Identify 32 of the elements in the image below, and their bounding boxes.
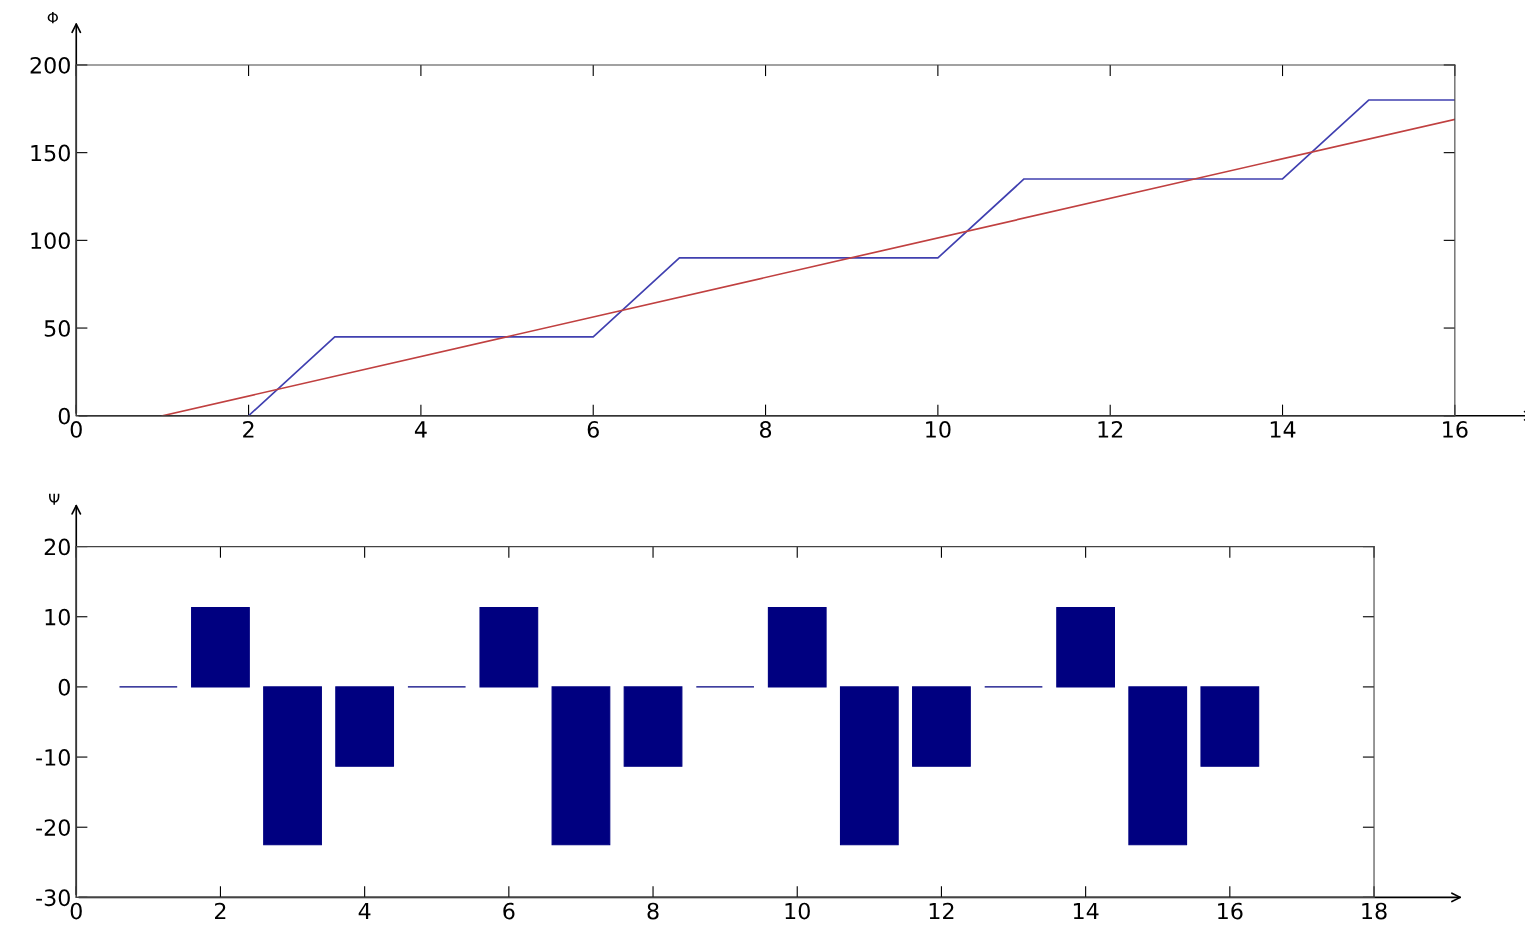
y-tick-label: 100 xyxy=(31,232,70,250)
y-tick-label: 0 xyxy=(58,407,70,425)
x-tick-label: 14 xyxy=(1270,421,1296,438)
y-tick-label: 200 xyxy=(30,56,70,74)
x-tick-label: 12 xyxy=(929,902,954,920)
x-tick-label: 14 xyxy=(1073,902,1099,920)
x-tick-label: 4 xyxy=(358,902,371,920)
y-tick-label: 10 xyxy=(45,608,70,626)
y-tick-label: 0 xyxy=(58,678,70,696)
y-axis-title: Ψ xyxy=(49,493,60,505)
x-tick-label: 6 xyxy=(503,902,515,920)
y-tick-label: -30 xyxy=(36,889,70,907)
x-tick-label: 10 xyxy=(926,421,951,438)
x-tick-label: 10 xyxy=(785,902,810,920)
y-tick-label: -20 xyxy=(36,819,70,836)
y-tick-label: 20 xyxy=(44,538,70,556)
x-tick-label: 16 xyxy=(1443,421,1468,438)
y-tick-label: 50 xyxy=(44,320,70,337)
x-tick-label: 4 xyxy=(414,421,427,438)
x-tick-label: 0 xyxy=(70,902,82,920)
y-axis-title: Φ xyxy=(47,12,58,24)
x-tick-label: 2 xyxy=(243,421,254,438)
x-tick-label: 18 xyxy=(1362,902,1387,920)
x-tick-label: 16 xyxy=(1218,902,1243,920)
x-tick-label: 12 xyxy=(1098,421,1123,438)
x-tick-label: 8 xyxy=(647,902,659,920)
x-tick-label: 2 xyxy=(215,902,226,920)
x-tick-label: 8 xyxy=(759,421,772,438)
y-tick-label: 150 xyxy=(31,144,70,162)
x-tick-label: 6 xyxy=(587,421,599,438)
x-tick-label: 0 xyxy=(70,421,82,438)
y-tick-label: -10 xyxy=(36,749,70,766)
